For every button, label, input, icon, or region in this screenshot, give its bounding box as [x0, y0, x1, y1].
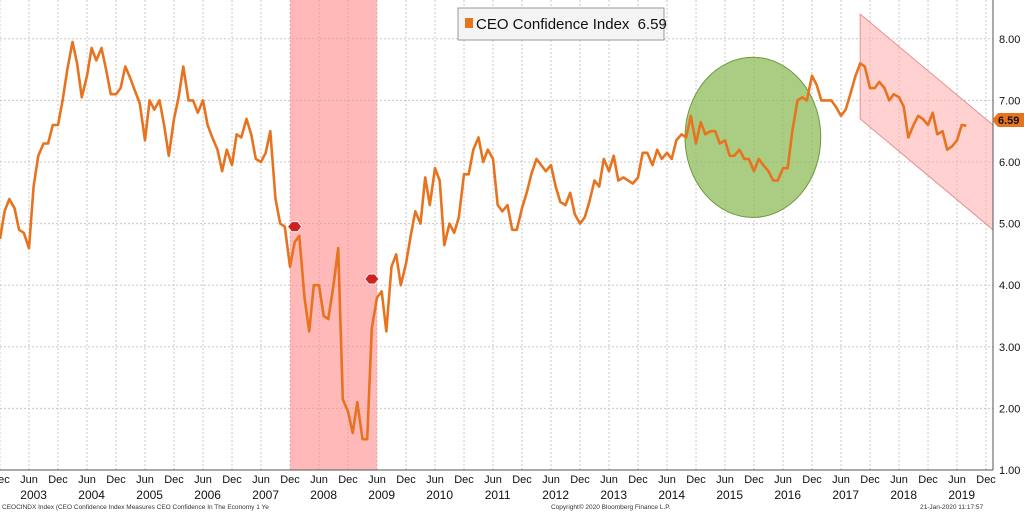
x-year-label: 2003: [20, 488, 47, 502]
x-tick-label: Dec: [454, 474, 474, 486]
legend-label: CEO Confidence Index 6.59: [476, 16, 667, 33]
x-year-label: 2008: [310, 488, 337, 502]
x-tick-label: Dec: [396, 474, 416, 486]
x-year-label: 2016: [774, 488, 801, 502]
legend-box: [457, 7, 665, 41]
highlight-ellipse: [684, 56, 822, 218]
x-tick-label: Dec: [280, 474, 300, 486]
footer-source: CEOCINDX Index (CEO Confidence Index Mea…: [2, 504, 269, 511]
last-value-badge: 6.59: [992, 113, 1024, 127]
x-year-label: 2012: [542, 488, 569, 502]
x-year-label: 2011: [485, 488, 511, 502]
y-tick-label: 7.00: [999, 95, 1020, 107]
x-tick-label: Dec: [0, 474, 10, 486]
x-year-label: 2013: [600, 488, 627, 502]
x-tick-label: Dec: [744, 474, 764, 486]
y-tick-label: 4.00: [999, 280, 1020, 292]
annotation-layer: [290, 0, 994, 470]
x-tick-label: Jun: [948, 474, 966, 486]
x-year-label: 2009: [368, 488, 395, 502]
x-tick-label: Dec: [802, 474, 822, 486]
last-value-label: 6.59: [998, 115, 1019, 127]
last-value-badge-shape: [992, 113, 1024, 127]
x-tick-label: Jun: [890, 474, 908, 486]
x-tick-label: Dec: [860, 474, 880, 486]
recession-band: [290, 0, 378, 470]
x-tick-label: Jun: [252, 474, 270, 486]
x-tick-label: Jun: [136, 474, 154, 486]
x-year-label: 2014: [658, 488, 685, 502]
x-tick-label: Jun: [20, 474, 38, 486]
x-year-label: 2010: [426, 488, 453, 502]
axes-layer: 8.007.006.005.004.003.002.001.00DecJunDe…: [0, 0, 1020, 502]
x-tick-label: Jun: [716, 474, 734, 486]
x-year-label: 2005: [136, 488, 163, 502]
x-tick-label: Jun: [484, 474, 502, 486]
x-tick-label: Dec: [918, 474, 938, 486]
legend-series-value: 6.59: [638, 16, 667, 33]
x-tick-label: Dec: [570, 474, 590, 486]
x-tick-label: Dec: [686, 474, 706, 486]
x-year-label: 2019: [948, 488, 975, 502]
series-layer: [0, 40, 967, 441]
x-year-label: 2018: [890, 488, 917, 502]
x-tick-label: Dec: [338, 474, 358, 486]
x-tick-label: Jun: [832, 474, 850, 486]
footer-copyright: Copyright© 2020 Bloomberg Finance L.P.: [551, 503, 671, 511]
x-tick-label: Dec: [976, 474, 996, 486]
x-tick-label: Jun: [426, 474, 444, 486]
legend-swatch: [465, 18, 473, 28]
legend-series-name: CEO Confidence Index: [476, 16, 630, 33]
x-tick-label: Dec: [222, 474, 242, 486]
y-tick-label: 3.00: [999, 342, 1020, 354]
grid-layer: [0, 0, 993, 471]
x-tick-label: Dec: [628, 474, 648, 486]
x-year-label: 2017: [832, 488, 859, 502]
x-year-label: 2007: [252, 488, 279, 502]
x-tick-label: Jun: [600, 474, 618, 486]
series-line-ceo-confidence: [0, 40, 967, 441]
x-year-label: 2015: [716, 488, 743, 502]
legend: CEO Confidence Index 6.59: [457, 7, 667, 41]
x-tick-label: Dec: [512, 474, 532, 486]
x-tick-label: Jun: [78, 474, 96, 486]
x-tick-label: Jun: [194, 474, 212, 486]
event-marker: [364, 273, 380, 285]
x-tick-label: Dec: [164, 474, 184, 486]
x-tick-label: Jun: [542, 474, 560, 486]
x-tick-label: Jun: [658, 474, 676, 486]
y-tick-label: 1.00: [999, 465, 1020, 477]
y-tick-label: 5.00: [999, 219, 1020, 231]
x-year-label: 2004: [78, 488, 105, 502]
x-tick-label: Jun: [368, 474, 386, 486]
event-marker: [287, 221, 303, 233]
x-tick-label: Jun: [774, 474, 792, 486]
x-tick-label: Jun: [310, 474, 328, 486]
x-year-label: 2006: [194, 488, 221, 502]
y-tick-label: 8.00: [999, 34, 1020, 46]
y-tick-label: 6.00: [999, 157, 1020, 169]
x-tick-label: Dec: [48, 474, 68, 486]
y-tick-label: 2.00: [999, 403, 1020, 415]
footer-timestamp: 21-Jan-2020 11:17:57: [920, 504, 984, 511]
x-tick-label: Dec: [106, 474, 126, 486]
